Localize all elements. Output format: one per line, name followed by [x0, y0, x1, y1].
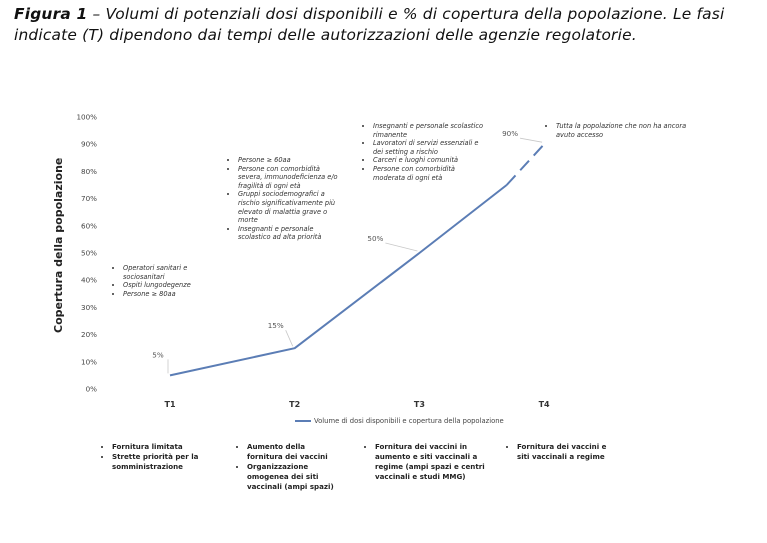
y-tick-label: 100%: [76, 113, 97, 122]
legend-label: Volume di dosi disponibili e copertura d…: [314, 417, 504, 425]
leader-line: [385, 242, 418, 252]
figure-caption: Figura 1 – Volumi di potenziali dosi dis…: [14, 4, 759, 46]
leader-line: [520, 137, 543, 143]
x-tick-label: T3: [414, 400, 425, 409]
data-label: 50%: [367, 234, 383, 243]
annotation-item: Operatori sanitari e sociosanitari: [123, 264, 219, 281]
annotation-item: Persone ≥ 60aa: [238, 156, 341, 165]
y-tick-label: 70%: [81, 194, 97, 203]
figure-caption-text: – Volumi di potenziali dosi disponibili …: [14, 5, 725, 44]
phase-item: Fornitura limitata: [112, 442, 220, 452]
annotation-item: Persone ≥ 80aa: [123, 290, 219, 299]
annotation-item: Gruppi sociodemografici a rischio signif…: [238, 190, 341, 224]
chart-legend: Volume di dosi disponibili e copertura d…: [295, 417, 504, 425]
x-axis: T1 T2 T3 T4: [164, 400, 550, 409]
phase-t3: Fornitura dei vaccini in aumento e siti …: [363, 442, 493, 482]
x-tick-label: T4: [539, 400, 550, 409]
annotation-t2: Persone ≥ 60aa Persone con comorbidità s…: [229, 156, 341, 242]
figure-label: Figura 1: [14, 5, 88, 23]
x-tick-label: T1: [164, 400, 175, 409]
annotation-item: Lavoratori di servizi essenziali e dei s…: [373, 139, 489, 156]
phase-item: Organizzazione omogenea dei siti vaccina…: [247, 462, 335, 492]
phase-t1: Fornitura limitata Strette priorità per …: [100, 442, 220, 472]
y-axis: 0% 10% 20% 30% 40% 50% 60% 70% 80% 90% 100%: [76, 113, 97, 394]
annotation-item: Tutta la popolazione che non ha ancora a…: [556, 122, 687, 139]
annotation-t4: Tutta la popolazione che non ha ancora a…: [547, 122, 687, 139]
series-line-solid: [169, 184, 508, 377]
y-tick-label: 50%: [81, 249, 97, 258]
leader-lines: [167, 137, 543, 374]
series-lines: [169, 143, 545, 377]
phase-t2: Aumento della fornitura dei vaccini Orga…: [235, 442, 335, 492]
annotation-item: Carceri e luoghi comunità: [373, 156, 489, 165]
data-label: 5%: [152, 350, 164, 359]
annotation-item: Ospiti lungodegenze: [123, 281, 219, 290]
data-label: 90%: [502, 129, 518, 138]
y-tick-label: 40%: [81, 276, 97, 285]
y-tick-label: 60%: [81, 221, 97, 230]
x-tick-label: T2: [289, 400, 300, 409]
series-line-dashed: [505, 143, 545, 186]
annotation-t3: Insegnanti e personale scolastico rimane…: [364, 122, 489, 182]
data-labels: 5% 15% 50% 90%: [152, 129, 518, 359]
leader-line: [285, 330, 294, 347]
y-tick-label: 30%: [81, 303, 97, 312]
data-label: 15%: [268, 321, 284, 330]
y-axis-label: Copertura della popolazione: [52, 157, 65, 333]
annotation-item: Persone con comorbidità severa, immunode…: [238, 165, 341, 191]
annotation-t1: Operatori sanitari e sociosanitari Ospit…: [114, 264, 219, 298]
y-tick-label: 10%: [81, 357, 97, 366]
phase-t4: Fornitura dei vaccini e siti vaccinali a…: [505, 442, 620, 462]
y-tick-label: 80%: [81, 167, 97, 176]
y-tick-label: 20%: [81, 330, 97, 339]
annotation-item: Insegnanti e personale scolastico ad alt…: [238, 225, 341, 242]
phase-item: Aumento della fornitura dei vaccini: [247, 442, 335, 462]
phase-item: Strette priorità per la somministrazione: [112, 452, 220, 472]
annotation-item: Persone con comorbidità moderata di ogni…: [373, 165, 489, 182]
annotation-item: Insegnanti e personale scolastico rimane…: [373, 122, 489, 139]
phase-item: Fornitura dei vaccini in aumento e siti …: [375, 442, 493, 482]
y-tick-label: 0%: [86, 385, 98, 394]
legend-swatch: [295, 420, 311, 422]
phase-item: Fornitura dei vaccini e siti vaccinali a…: [517, 442, 620, 462]
y-tick-label: 90%: [81, 140, 97, 149]
